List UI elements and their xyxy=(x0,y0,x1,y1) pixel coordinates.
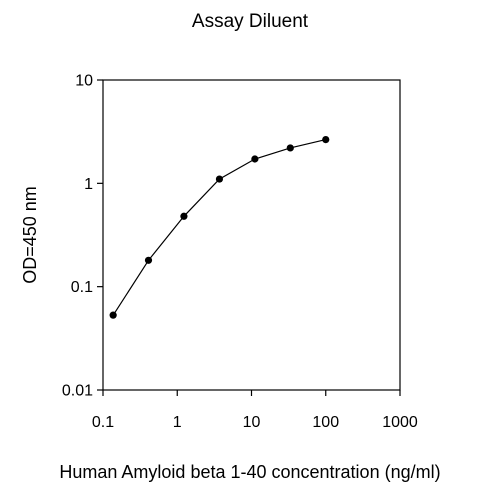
data-series xyxy=(109,135,330,319)
plot-frame xyxy=(102,79,401,391)
y-tick-label: 1 xyxy=(84,176,93,193)
chart-title: Assay Diluent xyxy=(192,11,309,32)
x-axis: 0.1 1 10 100 1000 xyxy=(92,390,418,431)
y-tick-label: 10 xyxy=(75,73,93,90)
y-tick-label: 0.1 xyxy=(71,279,93,296)
x-tick-label: 1000 xyxy=(382,414,418,431)
data-point xyxy=(180,212,188,220)
data-point xyxy=(215,175,224,183)
y-tick-label: 0.01 xyxy=(62,383,93,400)
plot-area-border xyxy=(102,79,401,391)
y-axis: 0.01 0.1 1 10 xyxy=(62,73,103,400)
data-point xyxy=(322,135,330,144)
x-axis-label: Human Amyloid beta 1-40 concentration (n… xyxy=(59,462,440,482)
data-point xyxy=(109,311,117,319)
data-point xyxy=(251,155,259,163)
x-tick-label: 10 xyxy=(243,414,261,431)
data-point xyxy=(286,144,294,152)
series-line xyxy=(112,139,326,316)
data-point xyxy=(144,256,153,264)
x-tick-label: 100 xyxy=(312,414,339,431)
x-tick-label: 0.1 xyxy=(92,414,114,431)
y-axis-label: OD=450 nm xyxy=(20,186,40,284)
x-tick-label: 1 xyxy=(173,414,182,431)
